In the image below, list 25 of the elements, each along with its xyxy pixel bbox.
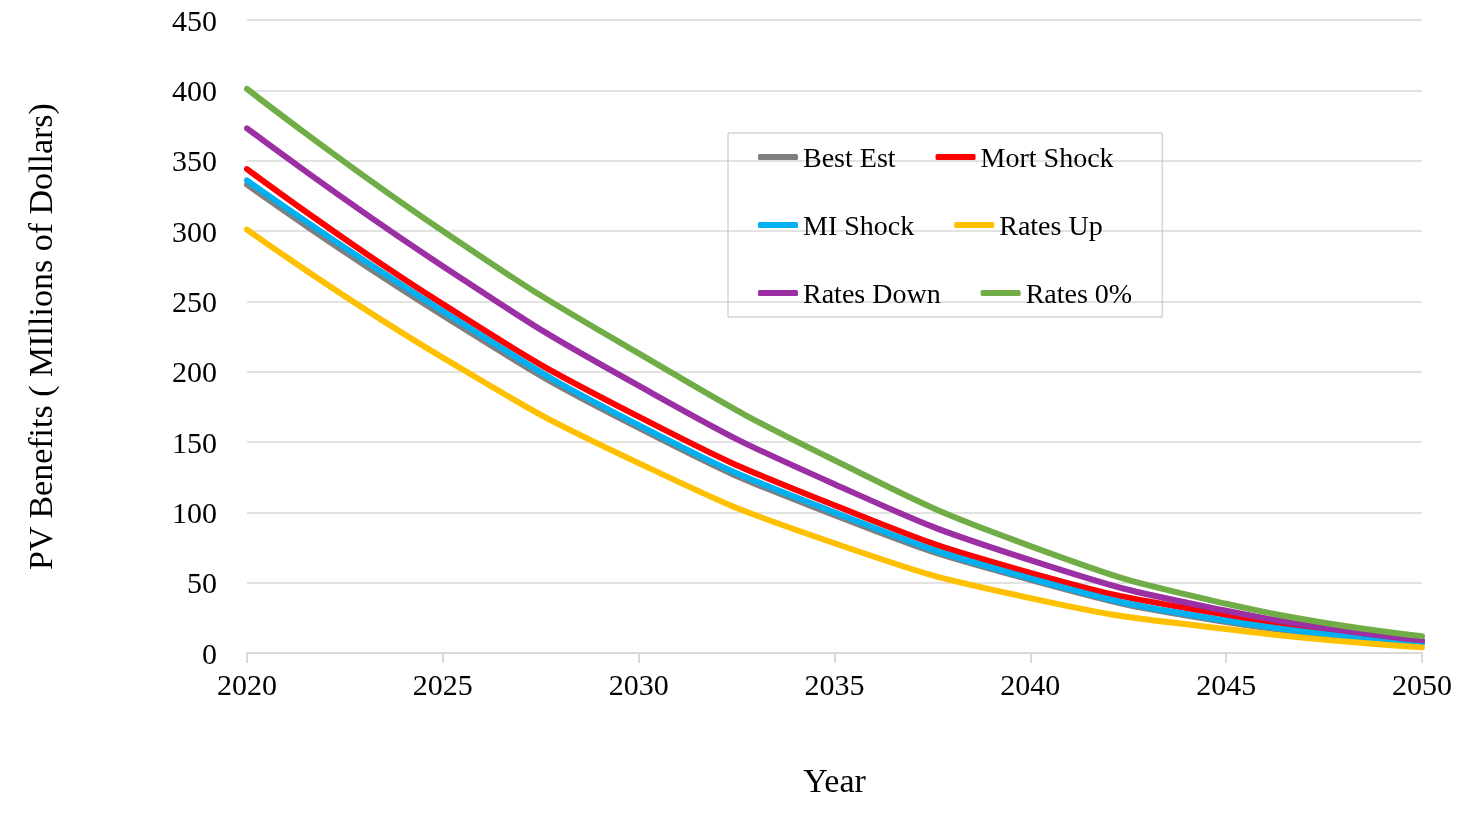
x-tick-label: 2030: [608, 667, 669, 701]
y-tick-label: 300: [172, 214, 217, 248]
legend-label: Rates 0%: [1025, 277, 1133, 309]
x-tick-label: 2020: [217, 667, 277, 701]
legend-label: Rates Up: [999, 209, 1103, 241]
x-tick-label: 2025: [412, 667, 473, 701]
y-tick-label: 50: [187, 566, 217, 600]
y-tick-label: 0: [202, 636, 217, 670]
y-tick-label: 200: [172, 355, 217, 389]
x-axis-title: Year: [803, 761, 867, 799]
legend-label: Mort Shock: [980, 141, 1114, 173]
x-tick-label: 2045: [1196, 667, 1257, 701]
x-tick-label: 2050: [1392, 667, 1452, 701]
y-tick-label: 150: [172, 425, 217, 459]
legend-label: Best Est: [803, 141, 896, 173]
y-axis-title: PV Benefits ( MIllions of Dollars): [21, 103, 60, 570]
y-tick-label: 350: [172, 144, 217, 178]
legend-label: Rates Down: [803, 277, 941, 309]
y-tick-label: 450: [172, 3, 217, 37]
y-tick-label: 400: [172, 73, 217, 107]
legend-label: MI Shock: [803, 209, 915, 241]
y-tick-label: 250: [172, 284, 217, 318]
x-tick-label: 2035: [804, 667, 865, 701]
x-tick-label: 2040: [1000, 667, 1061, 701]
y-tick-label: 100: [172, 495, 217, 529]
